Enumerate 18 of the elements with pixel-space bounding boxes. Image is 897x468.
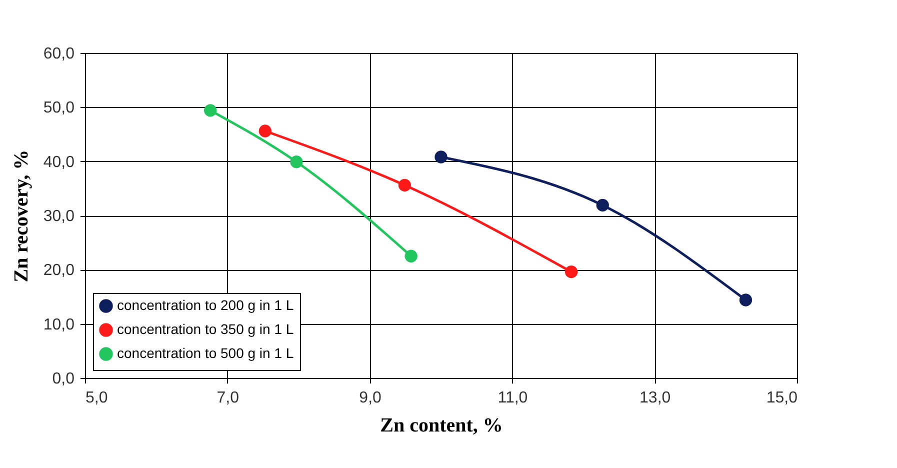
x-tick-label: 5,0 — [86, 390, 108, 406]
x-axis-title: Zn content, % — [380, 414, 503, 436]
x-tick-label: 11,0 — [498, 390, 528, 406]
x-tick-label: 13,0 — [640, 390, 671, 406]
y-tick-label: 50,0 — [43, 100, 75, 117]
y-axis-title: Zn recovery, % — [10, 150, 32, 282]
y-tick-label: 40,0 — [43, 154, 75, 171]
y-tick-label: 10,0 — [43, 316, 75, 334]
y-tick-label: 20,0 — [43, 262, 75, 280]
x-tick-label: 15,0 — [766, 390, 798, 406]
y-tick-label: 0,0 — [52, 370, 75, 388]
x-tick-label: 9,0 — [359, 390, 382, 406]
y-tick-label: 30,0 — [43, 208, 75, 225]
legend-label: concentration to 200 g in 1 L — [117, 297, 294, 313]
x-tick-label: 7,0 — [216, 390, 240, 406]
y-tick-label: 60,0 — [43, 46, 75, 62]
legend-label: concentration to 350 g in 1 L — [117, 321, 294, 337]
legend-label: concentration to 500 g in 1 L — [117, 345, 294, 361]
